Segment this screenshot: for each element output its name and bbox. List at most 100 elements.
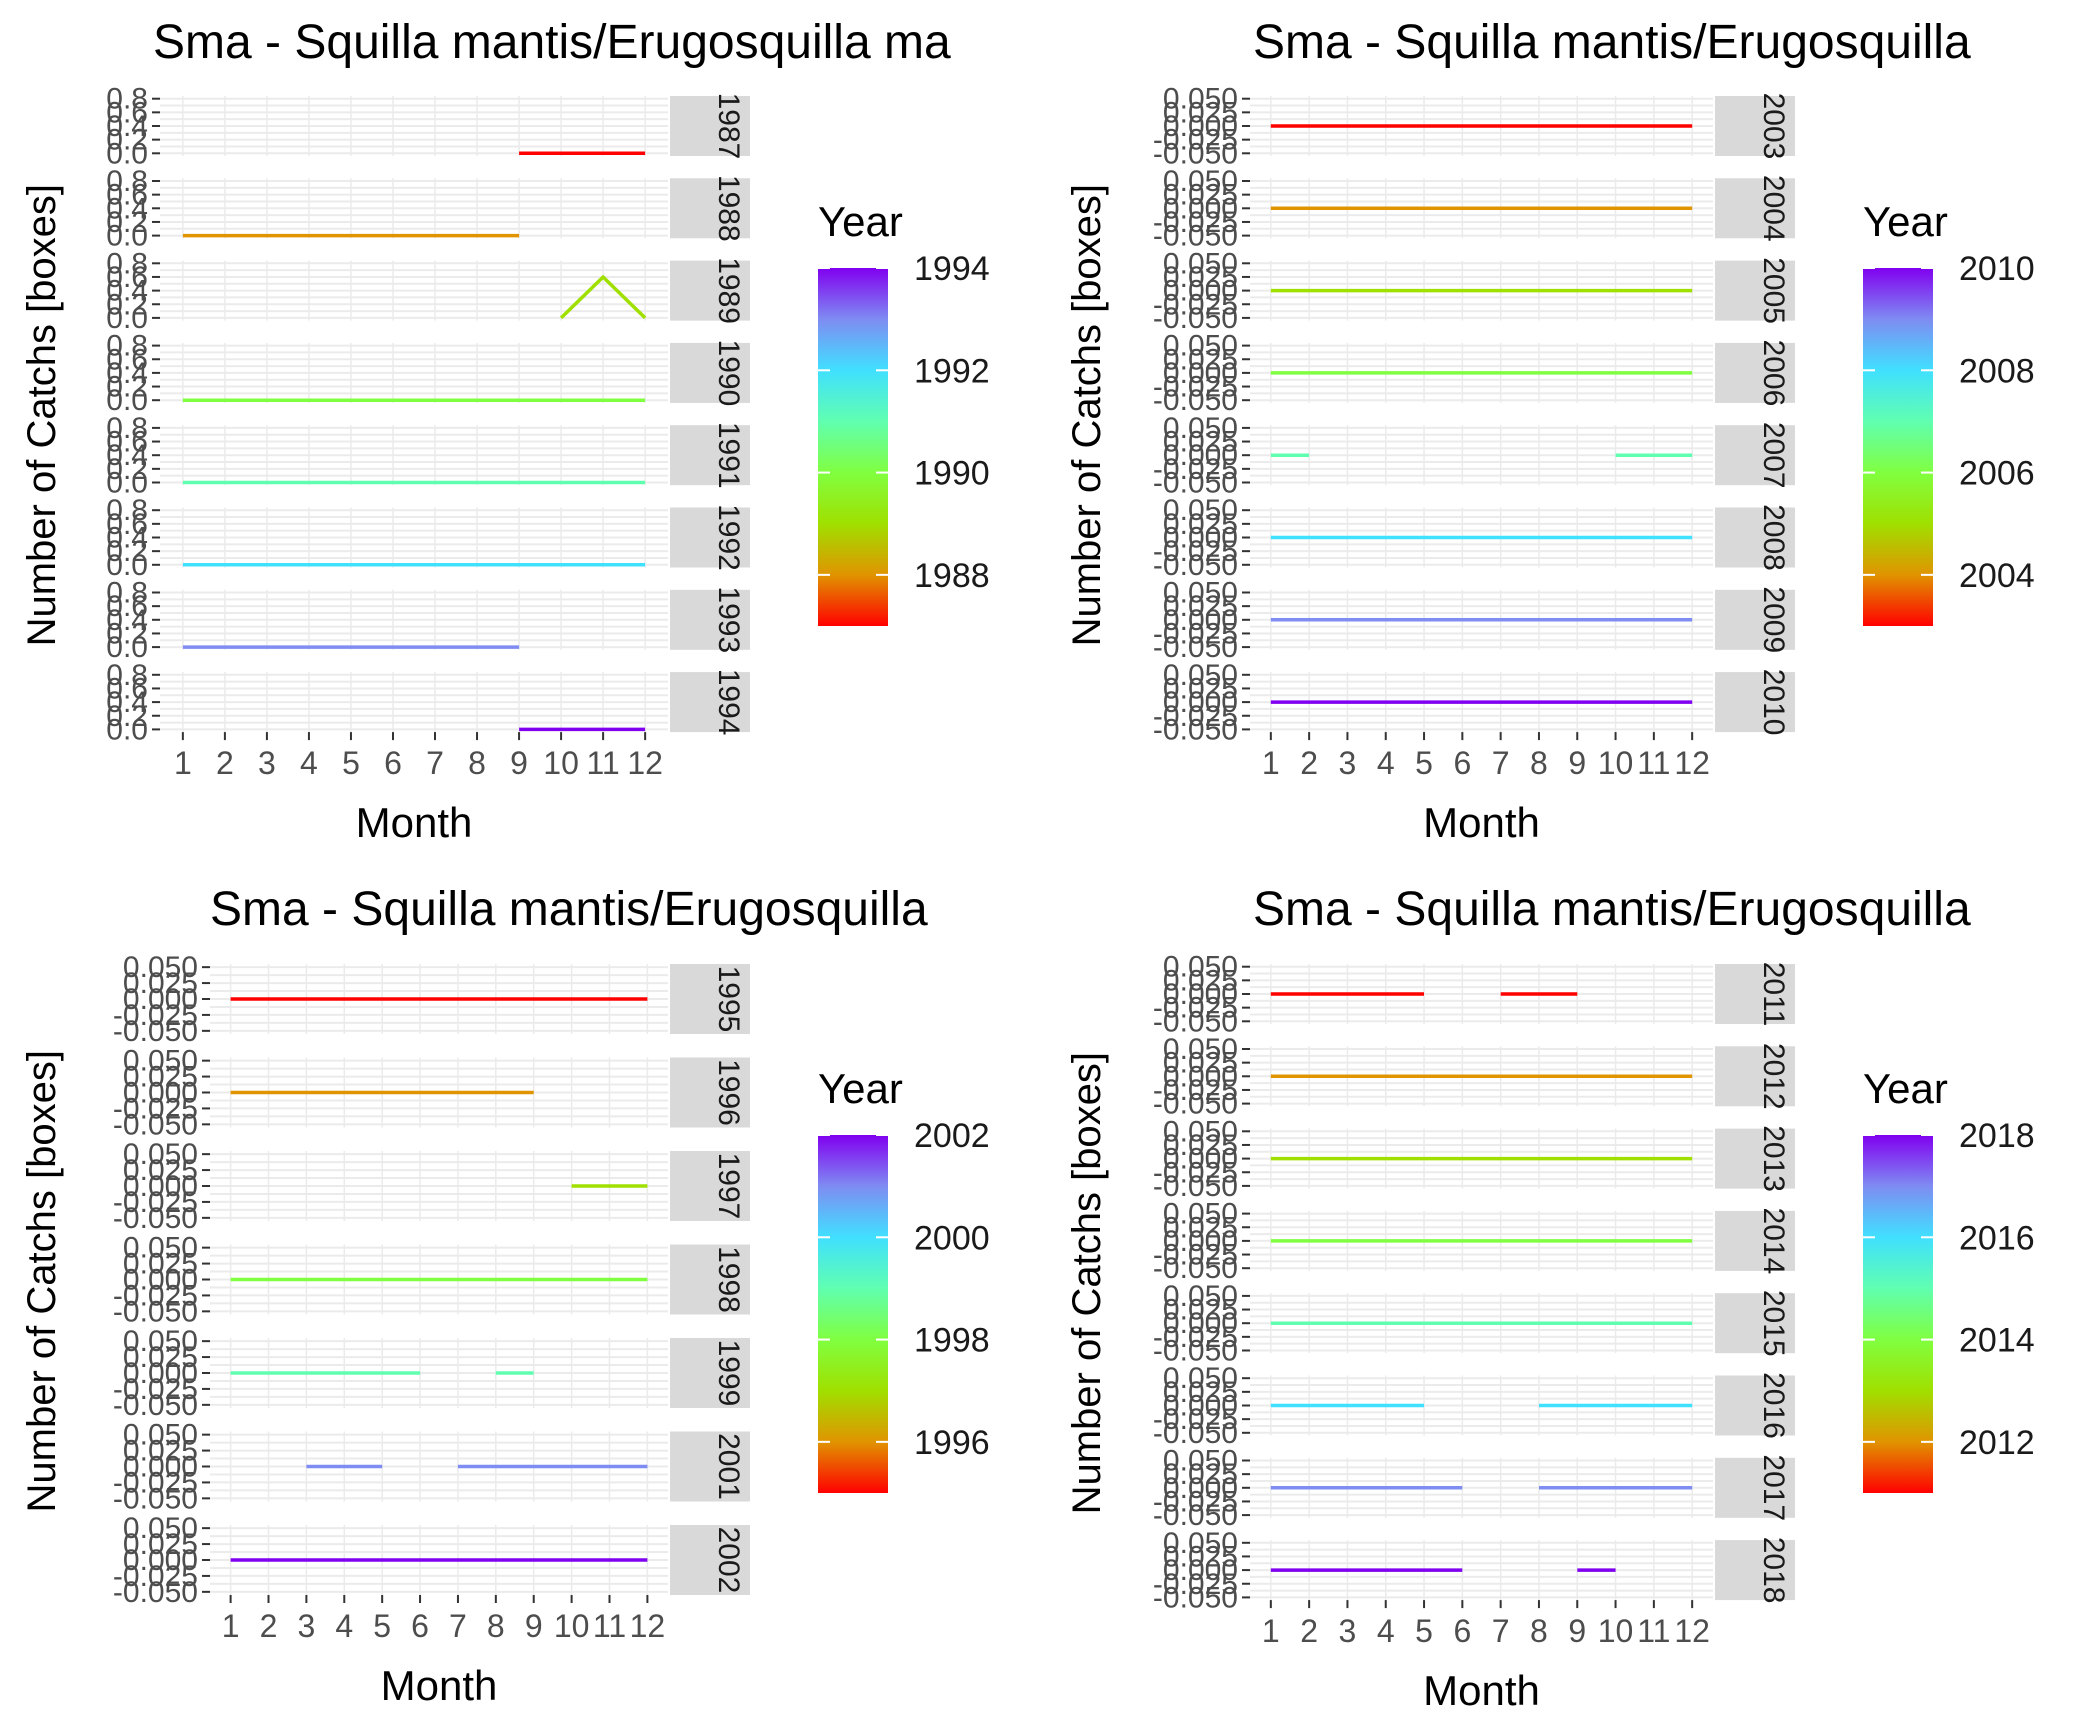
y-tick-label: -0.050 [1153, 1417, 1238, 1450]
x-tick-label: 6 [411, 1608, 429, 1644]
y-tick-label: 0.6 [106, 590, 148, 623]
x-tick-label: 4 [335, 1608, 353, 1644]
facet-1990: 0.00.20.40.60.8 1990 [106, 330, 750, 417]
y-tick-label: -0.050 [113, 1482, 198, 1515]
y-tick-label: 0.000 [123, 1451, 198, 1484]
y-tick-label: -0.025 [1153, 453, 1238, 486]
x-tick-label: 11 [587, 745, 620, 781]
chart-title: Sma - Squilla mantis/Erugosquilla [1253, 883, 1971, 936]
y-tick-label: 0.050 [1163, 1115, 1238, 1148]
y-tick-label: 0.025 [1163, 1129, 1238, 1162]
x-tick-label: 2 [260, 1608, 278, 1644]
facet-strip-label: 2008 [1757, 504, 1790, 571]
facet-1992: 0.00.20.40.60.8 1992 [106, 494, 750, 582]
y-tick-label: 0.000 [1163, 110, 1238, 143]
facet-strip-label: 2013 [1757, 1125, 1790, 1192]
facet-strip [670, 260, 750, 321]
y-tick-label: -0.050 [113, 1015, 198, 1048]
y-tick-label: -0.050 [1153, 631, 1238, 664]
y-tick-label: 0.025 [1163, 964, 1238, 997]
y-tick-label: 0.025 [123, 1435, 198, 1468]
y-tick-label: -0.050 [1153, 1335, 1238, 1368]
facet-1987: 0.00.20.40.60.8 1987 [106, 83, 750, 170]
legend: Year 2010 2008 2006 2004 [1863, 198, 2035, 626]
facet-strip [1715, 589, 1795, 650]
y-tick-label: 0.2 [106, 617, 148, 650]
facet-strip [670, 96, 750, 156]
x-tick-label: 12 [1674, 1613, 1710, 1649]
y-tick-label: -0.025 [113, 999, 198, 1032]
facet-strip-label: 1993 [712, 586, 745, 653]
y-tick-label: 0.0 [106, 384, 148, 417]
legend-tick-label: 2016 [1959, 1219, 2035, 1257]
x-tick-label: 11 [1637, 745, 1670, 781]
facet-strip-label: 2014 [1757, 1208, 1790, 1275]
y-tick-label: -0.025 [1153, 1485, 1238, 1518]
y-tick-label: -0.025 [1153, 1568, 1238, 1601]
facet-strip [670, 1244, 750, 1315]
y-tick-label: 0.025 [1163, 426, 1238, 459]
y-tick-label: -0.025 [113, 1373, 198, 1406]
facet-strip-label: 2012 [1757, 1043, 1790, 1110]
y-tick-label: 0.000 [123, 983, 198, 1016]
y-tick-label: 0.6 [106, 179, 148, 212]
y-tick-label: 0.000 [1163, 439, 1238, 472]
y-tick-label: 0.050 [1163, 1033, 1238, 1066]
x-tick-label: 4 [300, 745, 318, 781]
y-tick-label: -0.025 [1153, 617, 1238, 650]
y-tick-label: 0.2 [106, 535, 148, 568]
y-tick-label: -0.025 [1153, 288, 1238, 321]
y-tick-label: 0.8 [106, 494, 148, 527]
legend: Year 1994 1992 1990 1988 [818, 198, 990, 626]
y-tick-label: 0.000 [1163, 192, 1238, 225]
y-tick-label: 0.000 [1163, 1390, 1238, 1423]
x-tick-label: 6 [1453, 745, 1471, 781]
y-tick-label: -0.050 [1153, 302, 1238, 335]
facet-strip [670, 178, 750, 239]
x-tick-label: 8 [1530, 745, 1548, 781]
facet-strip [1715, 1128, 1795, 1189]
legend-tick-label: 2010 [1959, 250, 2035, 288]
y-tick-label: 0.000 [1163, 1472, 1238, 1505]
y-tick-label: 0.050 [123, 1512, 198, 1545]
facet-strip-label: 1994 [712, 669, 745, 736]
facet-1994: 0.00.20.40.60.8 1994 [106, 659, 750, 746]
y-tick-label: 0.050 [123, 1138, 198, 1171]
y-tick-label: -0.050 [113, 1389, 198, 1422]
y-tick-label: 0.000 [1163, 275, 1238, 308]
facet-strip-label: 1989 [712, 257, 745, 324]
y-tick-label: 0.050 [1163, 1198, 1238, 1231]
y-tick-label: 0.8 [106, 165, 148, 198]
y-tick-label: 0.6 [106, 508, 148, 541]
y-tick-label: 0.4 [106, 192, 148, 225]
x-tick-label: 9 [1568, 1613, 1586, 1649]
y-tick-label: -0.050 [113, 1295, 198, 1328]
y-tick-label: 0.6 [106, 426, 148, 459]
x-tick-label: 5 [1415, 1613, 1433, 1649]
facet-strip-label: 2016 [1757, 1372, 1790, 1439]
x-tick-label: 2 [216, 745, 234, 781]
x-tick-label: 8 [468, 745, 486, 781]
x-tick-label: 3 [297, 1608, 315, 1644]
y-tick-label: 0.050 [123, 1419, 198, 1452]
y-tick-label: 0.2 [106, 288, 148, 321]
facet-strip [670, 1151, 750, 1221]
y-tick-label: 0.8 [106, 412, 148, 445]
facet-strip [670, 1338, 750, 1408]
facet-1991: 0.00.20.40.60.8 1991 [106, 412, 750, 500]
facet-strip-label: 2004 [1757, 175, 1790, 242]
y-tick-label: 0.000 [123, 1170, 198, 1203]
y-tick-label: 0.025 [1163, 1294, 1238, 1327]
y-tick-label: -0.025 [1153, 535, 1238, 568]
facet-strip [1715, 96, 1795, 156]
legend: Year 2002 2000 1998 1996 [818, 1065, 990, 1493]
facet-strip [670, 1057, 750, 1128]
y-tick-label: 0.025 [1163, 179, 1238, 212]
